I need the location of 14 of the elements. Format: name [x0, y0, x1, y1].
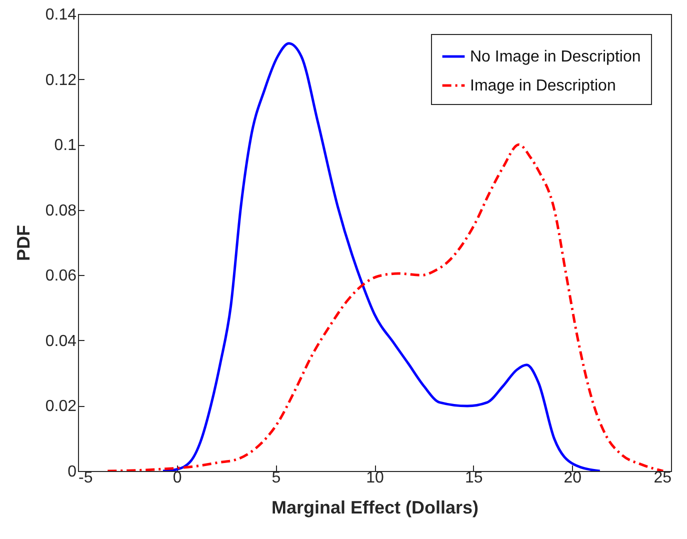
x-axis-title: Marginal Effect (Dollars) — [271, 498, 479, 518]
legend-label: Image in Description — [470, 78, 616, 94]
y-tick-label: 0.1 — [54, 137, 77, 154]
y-tick-label: 0.08 — [45, 202, 77, 220]
x-tick-label: 0 — [172, 470, 182, 486]
y-tick-label: 0.06 — [45, 268, 77, 285]
x-tick-label: 10 — [366, 470, 384, 486]
y-axis-title: PDF — [13, 224, 34, 261]
y-tick-label: 0.04 — [45, 332, 77, 350]
line-series — [106, 143, 664, 471]
legend-label: No Image in Description — [470, 48, 641, 66]
y-tick-label: 0.12 — [45, 72, 77, 89]
y-tick-label: 0.02 — [45, 398, 77, 416]
y-tick-label: 0.14 — [45, 6, 77, 24]
